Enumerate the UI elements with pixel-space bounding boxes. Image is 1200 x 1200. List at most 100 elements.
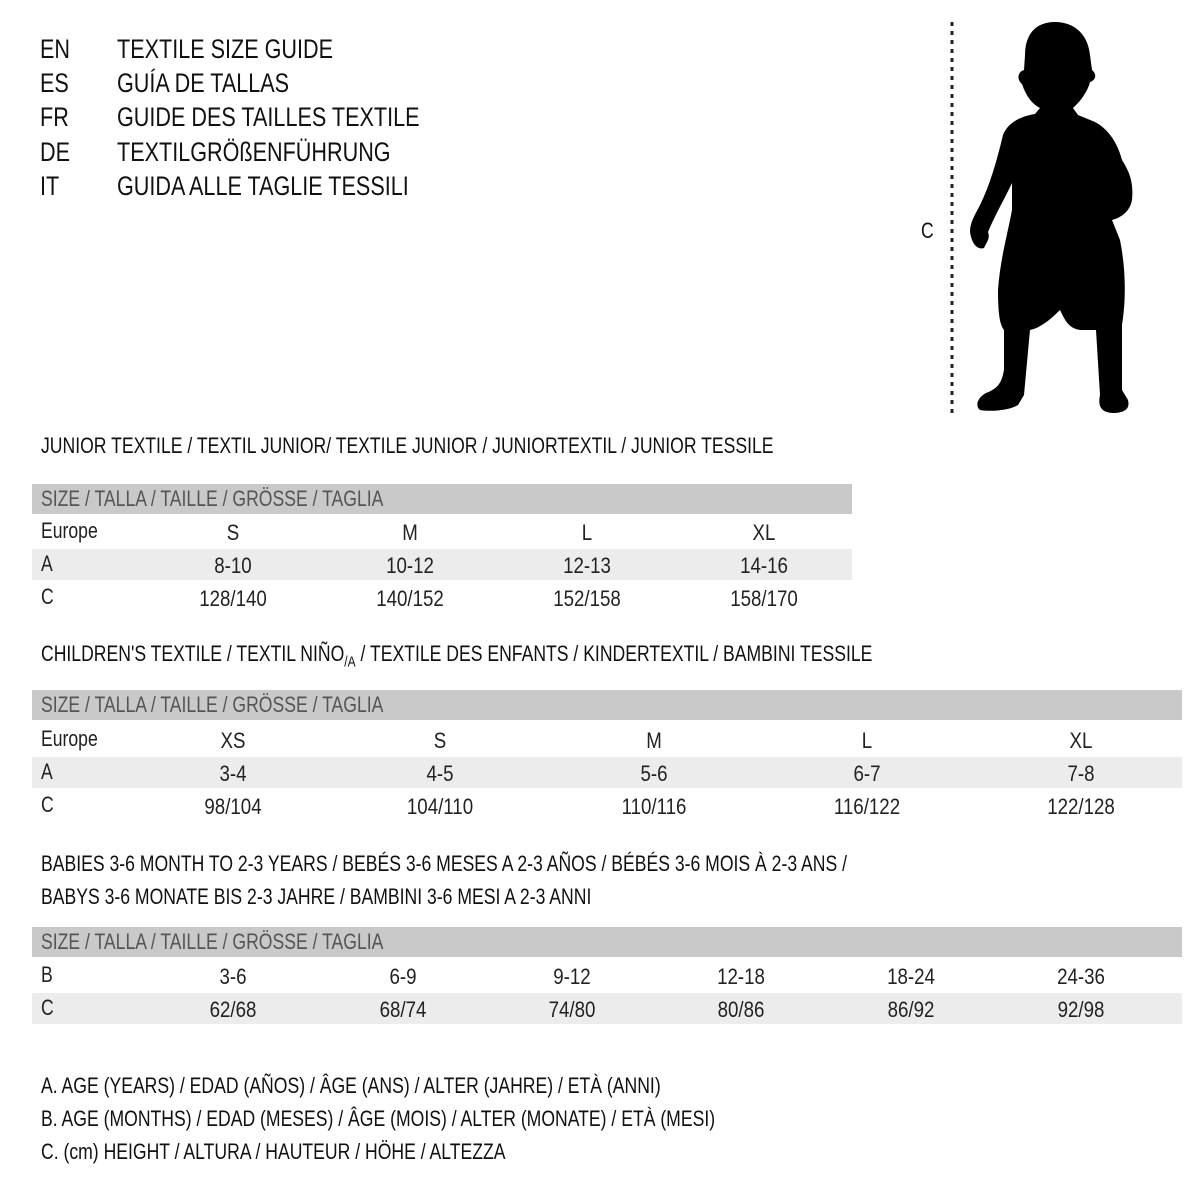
row-label: C	[41, 584, 57, 610]
row-label: A	[41, 759, 56, 785]
table-cell: M	[646, 728, 662, 753]
height-label-text: C	[921, 218, 934, 243]
table-cell: 104/110	[406, 794, 474, 819]
size-header-bar	[32, 484, 852, 514]
row-label-text: B	[41, 962, 53, 987]
table-cell: S	[433, 728, 447, 753]
lang-title: TEXTILGRÖßENFÜHRUNG	[117, 137, 459, 168]
children-heading-text: CHILDREN'S TEXTILE / TEXTIL NIÑO	[41, 641, 345, 666]
table-cell: 98/104	[204, 794, 262, 819]
size-header-text: SIZE / TALLA / TAILLE / GRÖSSE / TAGLIA	[41, 692, 384, 717]
size-header: SIZE / TALLA / TAILLE / GRÖSSE / TAGLIA	[41, 692, 469, 718]
babies-heading-line2: BABYS 3-6 MONATE BIS 2-3 JAHRE / BAMBINI…	[41, 884, 729, 910]
table-cell: 128/140	[199, 586, 267, 611]
junior-heading: JUNIOR TEXTILE / TEXTIL JUNIOR/ TEXTILE …	[41, 433, 957, 459]
table-cell: 3-4	[219, 761, 247, 786]
table-cell: 24-36	[1057, 964, 1105, 989]
size-header-bar	[32, 690, 1182, 720]
lang-code-text: ES	[40, 68, 69, 98]
size-header-text: SIZE / TALLA / TAILLE / GRÖSSE / TAGLIA	[41, 929, 384, 954]
lang-code: ES	[40, 68, 76, 99]
legend-item-a: A. AGE (YEARS) / EDAD (AÑOS) / ÂGE (ANS)…	[41, 1073, 816, 1099]
row-label-text: C	[41, 584, 54, 609]
lang-code: FR	[40, 102, 76, 133]
child-silhouette	[970, 22, 1133, 413]
legend-text: B. AGE (MONTHS) / EDAD (MESES) / ÂGE (MO…	[41, 1106, 716, 1131]
row-shade	[32, 549, 852, 580]
lang-code: EN	[40, 34, 78, 65]
table-cell: S	[226, 520, 240, 545]
row-shade	[32, 757, 1182, 788]
lang-title: GUIDA ALLE TAGLIE TESSILI	[117, 171, 482, 202]
table-cell: 9-12	[553, 964, 591, 989]
lang-code-text: FR	[40, 102, 69, 132]
row-label: B	[41, 962, 56, 988]
table-cell: 122/128	[1047, 794, 1115, 819]
lang-title-text: GUIDA ALLE TAGLIE TESSILI	[117, 171, 409, 201]
row-label-text: A	[41, 759, 53, 784]
row-label-text: C	[41, 995, 54, 1020]
table-cell: 80/86	[717, 997, 765, 1022]
table-cell: 6-7	[853, 761, 881, 786]
table-cell: 7-8	[1067, 761, 1095, 786]
lang-code-text: EN	[40, 34, 71, 64]
legend-text: C. (cm) HEIGHT / ALTURA / HAUTEUR / HÖHE…	[41, 1139, 506, 1164]
size-header-bar	[32, 927, 1182, 957]
table-cell: 4-5	[426, 761, 454, 786]
lang-title-text: GUIDE DES TAILLES TEXTILE	[117, 102, 420, 132]
lang-code-text: DE	[40, 137, 71, 167]
lang-title: GUIDE DES TAILLES TEXTILE	[117, 102, 495, 133]
table-cell: L	[581, 520, 593, 545]
row-label: Europe	[41, 726, 112, 752]
table-cell: L	[861, 728, 873, 753]
table-cell: 3-6	[219, 964, 247, 989]
children-heading-text-rest: / TEXTILE DES ENFANTS / KINDERTEXTIL / B…	[355, 641, 873, 666]
row-shade	[32, 993, 1182, 1024]
table-cell: 14-16	[740, 553, 788, 578]
lang-code: IT	[40, 171, 64, 202]
lang-title-text: TEXTILE SIZE GUIDE	[117, 34, 334, 64]
size-header: SIZE / TALLA / TAILLE / GRÖSSE / TAGLIA	[41, 929, 469, 955]
table-cell: XS	[220, 728, 246, 753]
table-cell: 6-9	[389, 964, 417, 989]
table-cell: 86/92	[887, 997, 935, 1022]
table-cell: 62/68	[209, 997, 257, 1022]
row-label: C	[41, 792, 57, 818]
lang-title-text: GUÍA DE TALLAS	[117, 68, 290, 98]
table-cell: 110/116	[621, 794, 687, 819]
table-cell: M	[402, 520, 418, 545]
child-silhouette-icon	[950, 22, 1133, 414]
row-label: A	[41, 551, 56, 577]
table-cell: 8-10	[214, 553, 252, 578]
children-heading-sub: /A	[344, 653, 356, 671]
babies-heading-line1: BABIES 3-6 MONTH TO 2-3 YEARS / BEBÉS 3-…	[41, 851, 1049, 877]
lang-code-text: IT	[40, 171, 60, 201]
size-header: SIZE / TALLA / TAILLE / GRÖSSE / TAGLIA	[41, 486, 469, 512]
table-cell: 68/74	[379, 997, 427, 1022]
row-label-text: Europe	[41, 518, 98, 543]
legend-item-c: C. (cm) HEIGHT / ALTURA / HAUTEUR / HÖHE…	[41, 1139, 622, 1165]
table-cell: 152/158	[553, 586, 621, 611]
babies-heading-text: BABIES 3-6 MONTH TO 2-3 YEARS / BEBÉS 3-…	[41, 851, 847, 876]
row-label-text: C	[41, 792, 54, 817]
row-label-text: A	[41, 551, 53, 576]
table-cell: 92/98	[1057, 997, 1105, 1022]
junior-heading-text: JUNIOR TEXTILE / TEXTIL JUNIOR/ TEXTILE …	[41, 433, 774, 458]
table-cell: XL	[1069, 728, 1093, 753]
height-label: C	[921, 218, 937, 244]
row-label-text: Europe	[41, 726, 98, 751]
lang-title: TEXTILE SIZE GUIDE	[117, 34, 387, 65]
lang-title-text: TEXTILGRÖßENFÜHRUNG	[117, 137, 391, 167]
table-cell: 18-24	[887, 964, 935, 989]
table-cell: 158/170	[730, 586, 798, 611]
table-cell: 12-13	[563, 553, 611, 578]
lang-code: DE	[40, 137, 78, 168]
table-cell: 10-12	[386, 553, 434, 578]
babies-heading-text: BABYS 3-6 MONATE BIS 2-3 JAHRE / BAMBINI…	[41, 884, 592, 909]
lang-title: GUÍA DE TALLAS	[117, 68, 332, 99]
children-heading: CHILDREN'S TEXTILE / TEXTIL NIÑO/A / TEX…	[41, 641, 1080, 670]
legend-text: A. AGE (YEARS) / EDAD (AÑOS) / ÂGE (ANS)…	[41, 1073, 661, 1098]
legend-item-b: B. AGE (MONTHS) / EDAD (MESES) / ÂGE (MO…	[41, 1106, 884, 1132]
row-label: Europe	[41, 518, 112, 544]
table-cell: 5-6	[640, 761, 668, 786]
